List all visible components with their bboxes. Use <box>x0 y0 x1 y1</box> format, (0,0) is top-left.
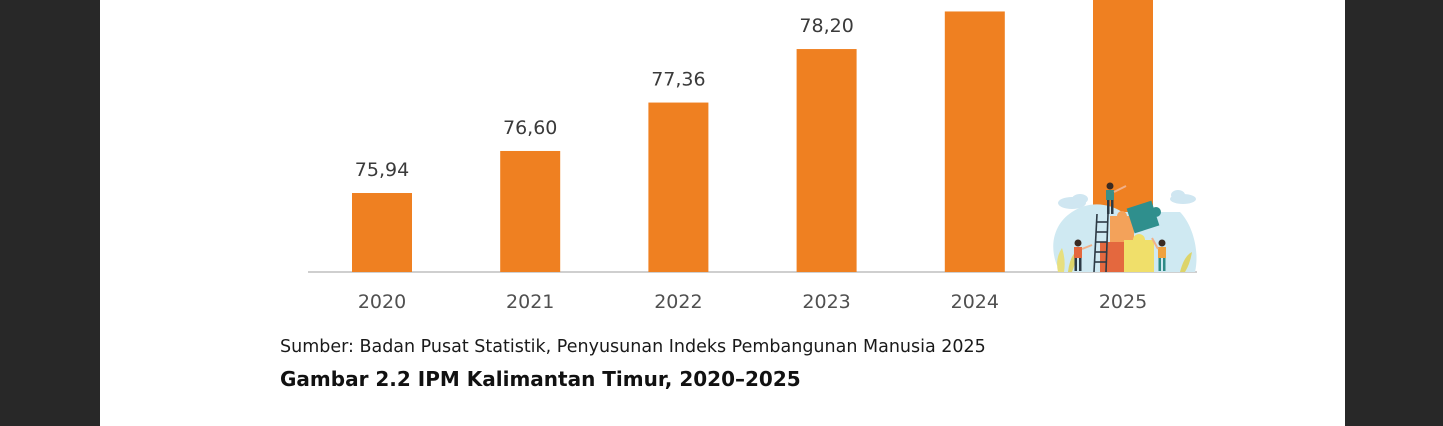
x-tick-label-2020: 2020 <box>358 291 406 313</box>
cloud-left-puff <box>1072 194 1088 204</box>
value-label-2023: 78,20 <box>799 15 853 37</box>
puzzle-knob-teal <box>1151 207 1161 217</box>
ladder <box>1093 213 1109 273</box>
value-label-2022: 77,36 <box>651 69 705 91</box>
bar-2022 <box>648 102 709 272</box>
puzzle-teamwork-illustration <box>1053 182 1197 273</box>
plant-left <box>1057 248 1065 272</box>
x-tick-label-2024: 2024 <box>951 291 999 313</box>
x-tick-label-2023: 2023 <box>802 291 850 313</box>
x-tick-label-2025: 2025 <box>1099 291 1147 313</box>
person-top <box>1106 182 1127 214</box>
x-tick-label-2022: 2022 <box>654 291 702 313</box>
bar-2021 <box>500 150 561 272</box>
puzzle-piece-teal <box>1126 200 1160 234</box>
bar-2023 <box>796 49 857 272</box>
x-tick-label-2021: 2021 <box>506 291 554 313</box>
source-note: Sumber: Badan Pusat Statistik, Penyusuna… <box>280 337 986 357</box>
cloud-right-puff <box>1171 190 1185 200</box>
puzzle-knob-orange <box>1117 211 1127 221</box>
figure-caption: Gambar 2.2 IPM Kalimantan Timur, 2020–20… <box>280 367 801 391</box>
bar-2024 <box>944 11 1005 272</box>
plant-right <box>1180 252 1192 272</box>
bar-2020 <box>352 193 412 272</box>
person-bottom-left <box>1074 239 1093 271</box>
puzzle-knob-yellow <box>1133 234 1145 246</box>
person-bottom-right <box>1151 237 1166 271</box>
value-label-2021: 76,60 <box>503 117 557 139</box>
value-label-2020: 75,94 <box>355 159 409 181</box>
